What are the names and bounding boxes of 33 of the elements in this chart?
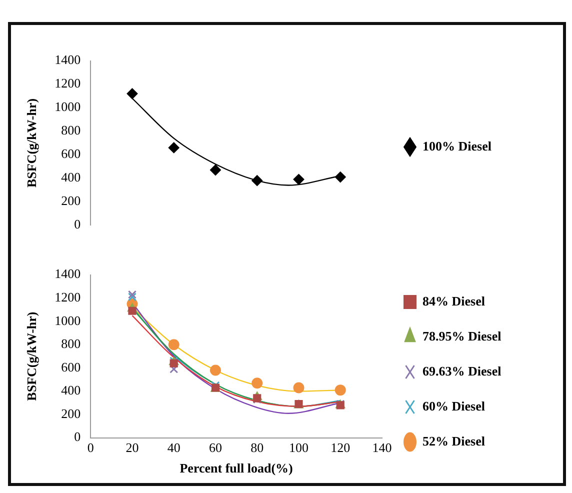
y-tick-label: 0 [74,216,81,232]
y-tick-label: 1200 [54,76,81,91]
y-tick-label: 400 [61,170,81,185]
x-tick-label: 140 [372,440,392,456]
legend-label: 52% Diesel [422,433,486,448]
y-tick-label: 1400 [54,266,81,282]
x-tick-label: 40 [167,440,180,456]
y-tick-label: 0 [74,429,81,444]
y-tick-label: 400 [61,382,81,398]
x-tick-label: 100 [288,440,308,456]
y-tick-label: 1400 [54,52,81,68]
y-tick-label: 1000 [54,99,81,114]
y-tick-label: 1000 [54,312,81,328]
legend-label: 84% Diesel [422,293,486,308]
x-tick-label: 20 [126,440,139,456]
legend-label: 100% Diesel [422,138,492,154]
y-tick-label: 600 [61,359,81,374]
y-tick-label: 1200 [54,290,81,305]
y-tick-label: 800 [61,336,81,352]
x-tick-label: 60 [208,440,222,456]
legend-label: 60% Diesel [422,398,486,414]
y-axis-title: BSFC(g/kW-hr) [24,312,40,401]
x-tick-label: 80 [250,440,264,456]
y-tick-label: 200 [61,193,81,208]
legend-label: 78.95% Diesel [422,328,502,344]
x-tick-label: 0 [87,440,94,456]
legend-label: 69.63% Diesel [422,363,502,378]
y-axis-title: BSFC(g/kW-hr) [24,98,40,188]
y-tick-label: 600 [61,146,81,162]
x-axis-title: Percent full load(%) [180,460,293,476]
y-tick-label: 800 [61,122,81,138]
x-tick-label: 120 [330,440,350,456]
y-tick-label: 200 [61,406,81,421]
